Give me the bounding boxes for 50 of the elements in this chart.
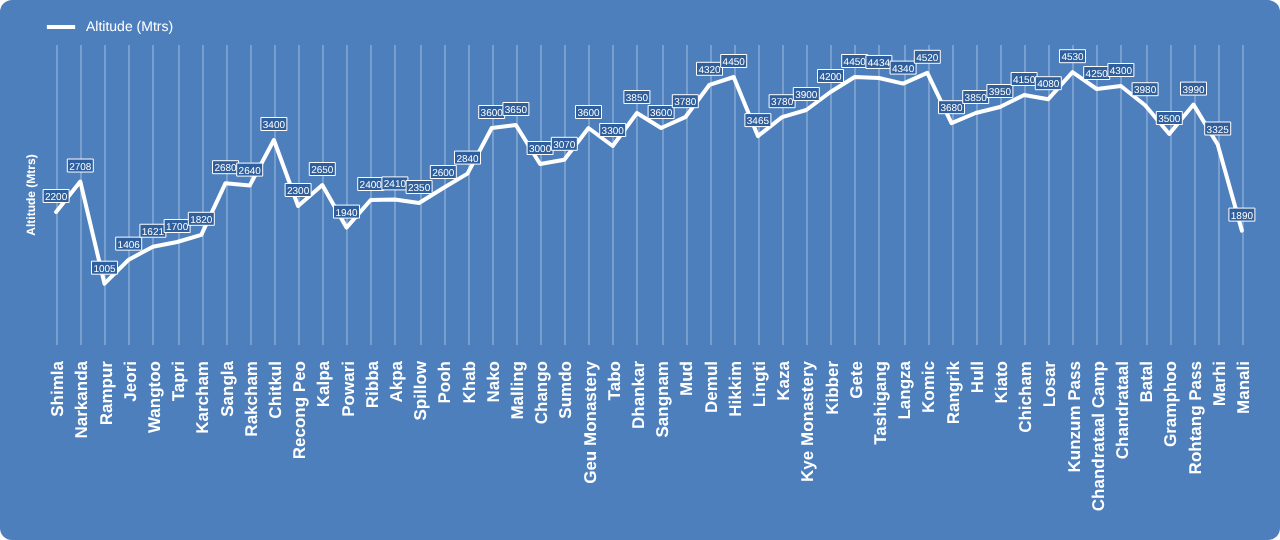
x-tick-label: Jeori [119,361,140,402]
x-tick-label: Kiato [990,361,1011,404]
x-tick-label: Sangla [216,360,237,417]
x-tick-label: Kunzum Pass [1063,360,1084,473]
x-tick-label: Khab [458,361,479,404]
x-tick-label: Narkanda [71,360,92,439]
x-tick-label: Rohtang Pass [1184,360,1205,475]
x-tick-label: Tapri [168,361,189,402]
x-tick-label: Kye Monastery [797,360,818,482]
x-tick-label: Tabo [603,361,624,401]
x-tick-label: Nako [482,361,503,403]
x-tick-label: Wangtoo [143,361,164,434]
x-tick-label: Losar [1039,359,1060,408]
x-tick-label: Geu Monastery [579,360,600,484]
x-tick-label: Powari [337,361,358,417]
x-tick-label: Rakcham [240,360,261,437]
x-tick-label: Chitkul [264,361,285,419]
x-tick-label: Pooh [434,361,455,404]
x-tick-label: Dhankar [627,359,648,430]
x-tick-label: Tashigang [869,361,890,445]
x-tick-label: Chandrataal Camp [1087,361,1108,512]
x-tick-label: Kalpa [313,360,334,408]
x-tick-label: Sangnam [652,360,673,438]
x-tick-label: Batal [1136,361,1157,403]
x-tick-label: Gete [845,360,866,399]
x-tick-label: Rampur [95,359,116,426]
x-tick-label: Chango [531,361,552,425]
x-tick-label: Sumdo [555,361,576,419]
x-tick-label: Recong Peo [289,361,310,460]
x-tick-label: Chandrataal [1111,361,1132,460]
x-tick-label: Hikkim [724,360,745,417]
x-tick-label: Chicham [1015,360,1036,433]
x-tick-label: Malling [506,361,527,420]
x-tick-label: Hull [966,361,987,394]
x-tick-label: Kibber [821,359,842,415]
x-tick-label: Manali [1232,361,1253,414]
x-tick-label: Shimla [47,360,68,417]
x-tick-label: Karcham [192,360,213,434]
x-tick-label: Marhi [1208,361,1229,407]
x-tick-label: Demul [700,361,721,413]
x-tick-label: Rangrik [942,360,963,425]
x-tick-label: Langza [894,360,915,420]
x-tick-label: Komic [918,360,939,413]
x-tick-label: Ribba [361,360,382,409]
x-tick-label: Mud [676,361,697,396]
x-tick-label: Gramphoo [1160,361,1181,447]
x-tick-label: Spillow [410,360,431,421]
x-tick-label: Lingti [748,361,769,408]
x-tick-label: Kaza [773,360,794,401]
x-tick-label: Akpa [385,360,406,403]
